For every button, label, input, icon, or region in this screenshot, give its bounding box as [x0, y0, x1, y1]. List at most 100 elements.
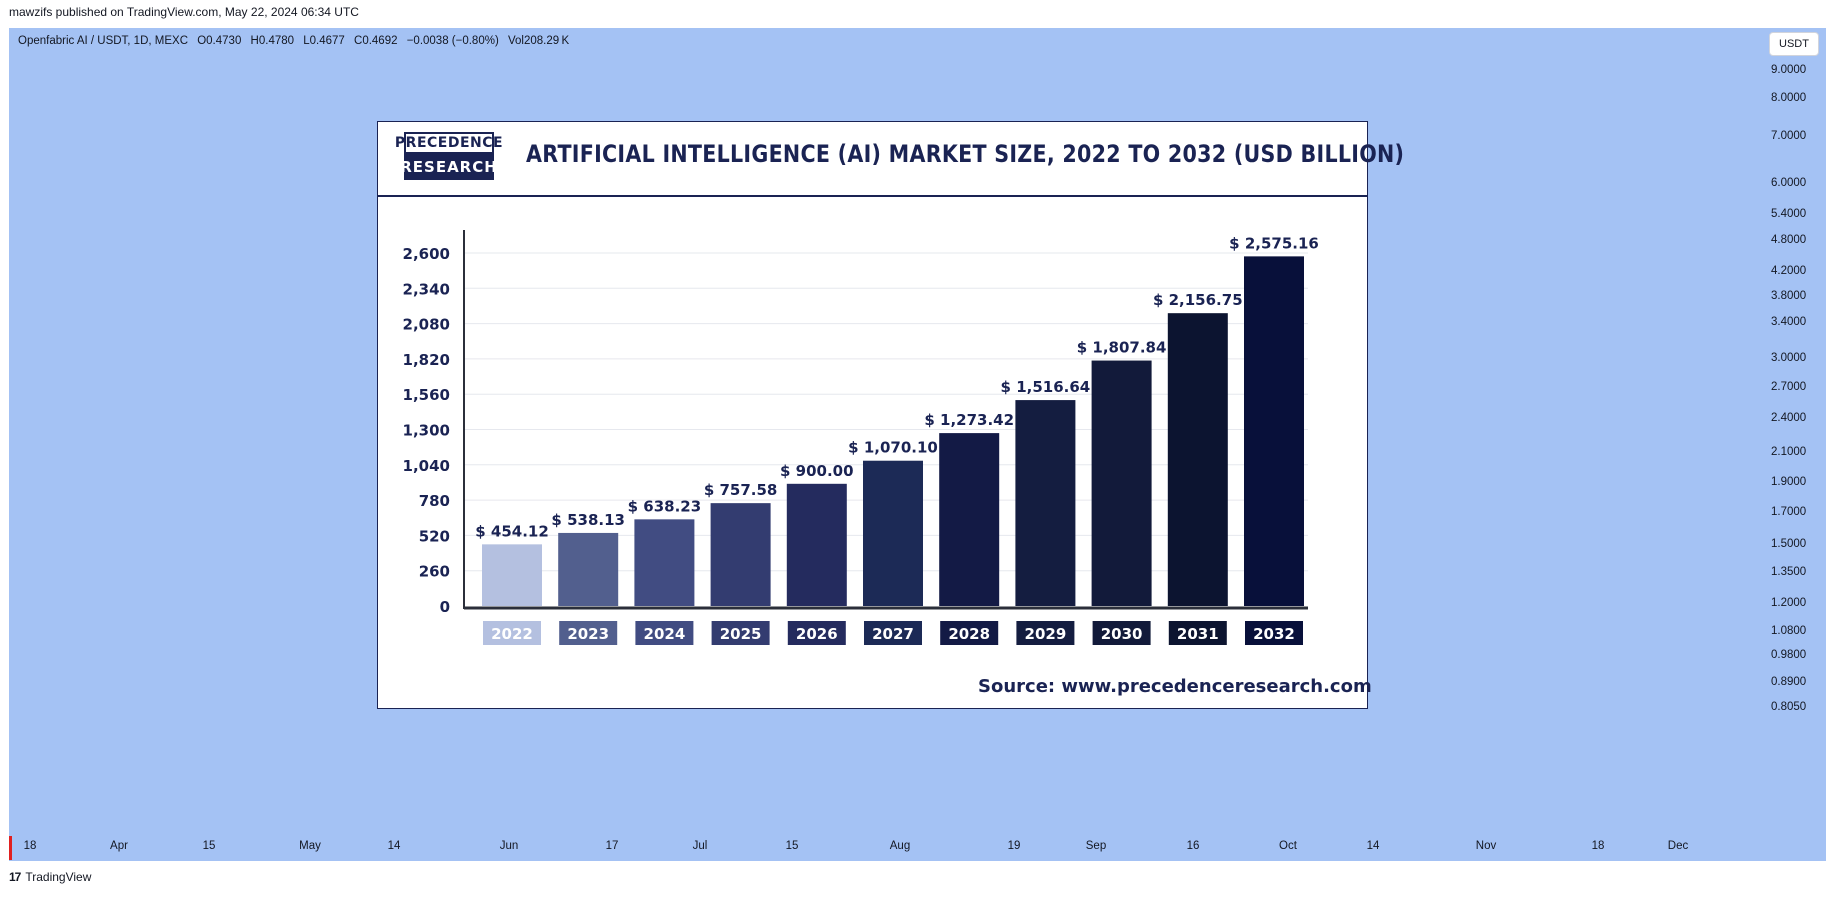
- category-box: [940, 621, 999, 645]
- category-box: [1016, 621, 1075, 645]
- price-tick: 3.0000: [1771, 352, 1807, 364]
- time-tick: 14: [387, 840, 401, 852]
- bar-2024: [634, 519, 695, 606]
- bar-2029: [1015, 400, 1076, 606]
- price-tick: 1.9000: [1771, 476, 1807, 488]
- price-tick: 2.7000: [1771, 381, 1807, 393]
- precedence-research-logo: PRECEDENCE RESEARCH: [395, 132, 503, 182]
- price-tick: 7.0000: [1771, 130, 1807, 142]
- category-box: [1168, 621, 1227, 645]
- symbol-name[interactable]: Openfabric AI / USDT, 1D, MEXC: [18, 35, 189, 47]
- price-tick: 1.5000: [1771, 538, 1807, 550]
- logo-bottom-text: RESEARCH: [400, 154, 497, 180]
- time-tick: Apr: [110, 840, 128, 852]
- category-label: 2028: [948, 625, 990, 643]
- change-value: −0.0038 (−0.80%): [406, 35, 499, 47]
- bar-2031: [1167, 313, 1228, 606]
- bar-2022: [482, 544, 542, 606]
- y-tick-label: 2,080: [403, 316, 450, 334]
- value-label: $ 2,156.75: [1153, 291, 1243, 309]
- value-label: $ 1,807.84: [1077, 339, 1167, 357]
- price-tick: 6.0000: [1771, 177, 1807, 189]
- time-tick: Jul: [692, 840, 708, 852]
- y-tick-label: 0: [440, 598, 450, 616]
- price-tick: 8.0000: [1771, 92, 1807, 104]
- value-label: $ 1,516.64: [1001, 378, 1091, 396]
- time-tick: Dec: [1667, 840, 1689, 852]
- time-tick: Aug: [889, 840, 911, 852]
- category-label: 2032: [1253, 625, 1295, 643]
- tradingview-footer[interactable]: 17 TradingView: [9, 870, 91, 884]
- category-label: 2024: [644, 625, 686, 643]
- bar-chart: 0 260 520 780 1,040 1,300 1,560 1,820 2,080 2,340…: [403, 230, 1319, 645]
- logo-top-text: PRECEDENCE: [395, 132, 503, 154]
- bar-2027: [863, 460, 923, 606]
- price-tick: 5.4000: [1771, 208, 1807, 220]
- price-tick: 1.7000: [1771, 506, 1807, 518]
- value-label: $ 1,273.42: [924, 411, 1014, 429]
- published-line: mawzifs published on TradingView.com, Ma…: [9, 5, 359, 19]
- time-tick: Oct: [1279, 840, 1297, 852]
- time-tick: 17: [605, 840, 619, 852]
- bar-2032: [1244, 256, 1304, 606]
- category-label: 2030: [1101, 625, 1143, 643]
- time-tick: 15: [785, 840, 799, 852]
- price-tick: 0.8050: [1771, 701, 1807, 713]
- y-tick-label: 260: [419, 563, 450, 581]
- category-label: 2023: [567, 625, 609, 643]
- currency-unit-button[interactable]: USDT: [1769, 32, 1819, 56]
- value-label: $ 538.13: [551, 511, 625, 529]
- price-tick: 9.0000: [1771, 64, 1807, 76]
- high-value: H0.4780: [250, 35, 295, 47]
- price-tick: 3.4000: [1771, 316, 1807, 328]
- y-tick-label: 2,340: [403, 280, 450, 298]
- y-tick-label: 1,560: [403, 386, 450, 404]
- time-tick: 16: [1186, 840, 1200, 852]
- price-tick: 0.8900: [1771, 676, 1807, 688]
- price-tick: 3.8000: [1771, 290, 1807, 302]
- price-tick: 4.8000: [1771, 234, 1807, 246]
- category-label: 2022: [491, 625, 533, 643]
- y-tick-label: 1,820: [403, 351, 450, 369]
- time-tick: 18: [23, 840, 37, 852]
- time-tick: Sep: [1085, 840, 1107, 852]
- y-tick-label: 520: [419, 527, 450, 545]
- open-value: O0.4730: [197, 35, 242, 47]
- value-label: $ 2,575.16: [1229, 234, 1319, 252]
- category-label: 2031: [1177, 625, 1219, 643]
- category-box: [787, 621, 846, 645]
- close-value: C0.4692: [354, 35, 398, 47]
- price-tick: 1.3500: [1771, 566, 1807, 578]
- value-label: $ 1,070.10: [848, 439, 938, 457]
- infographic-header: PRECEDENCE RESEARCH ARTIFICIAL INTELLIGE…: [378, 122, 1404, 197]
- y-tick-label: 1,040: [403, 457, 450, 475]
- price-tick: 4.2000: [1771, 265, 1807, 277]
- symbol-legend[interactable]: Openfabric AI / USDT, 1D, MEXC O0.4730 H…: [18, 35, 575, 47]
- price-tick: 1.2000: [1771, 597, 1807, 609]
- bar-2030: [1091, 360, 1152, 606]
- y-tick-label: 1,300: [403, 422, 450, 440]
- tradingview-logo-icon[interactable]: 17: [9, 870, 21, 884]
- category-label: 2025: [720, 625, 762, 643]
- price-tick: 2.4000: [1771, 412, 1807, 424]
- time-tick: 19: [1007, 840, 1021, 852]
- time-tick: May: [299, 840, 321, 852]
- y-tick-label: 780: [419, 492, 450, 510]
- category-box: [1092, 621, 1151, 645]
- low-value: L0.4677: [303, 35, 345, 47]
- value-label: $ 757.58: [704, 481, 778, 499]
- category-label: 2027: [872, 625, 914, 643]
- y-tick-label: 2,600: [403, 245, 450, 263]
- category-box: [1245, 621, 1303, 645]
- category-label: 2029: [1025, 625, 1067, 643]
- chart-area[interactable]: Openfabric AI / USDT, 1D, MEXC O0.4730 H…: [9, 28, 1826, 861]
- category-box: [559, 621, 618, 645]
- category-box: [635, 621, 694, 645]
- bar-2028: [939, 433, 1000, 606]
- price-tick: 0.9800: [1771, 649, 1807, 661]
- time-tick: 14: [1366, 840, 1380, 852]
- candle-marker: [9, 836, 12, 860]
- category-box: [864, 621, 922, 645]
- bar-2025: [710, 503, 771, 606]
- tradingview-brand[interactable]: TradingView: [25, 870, 92, 884]
